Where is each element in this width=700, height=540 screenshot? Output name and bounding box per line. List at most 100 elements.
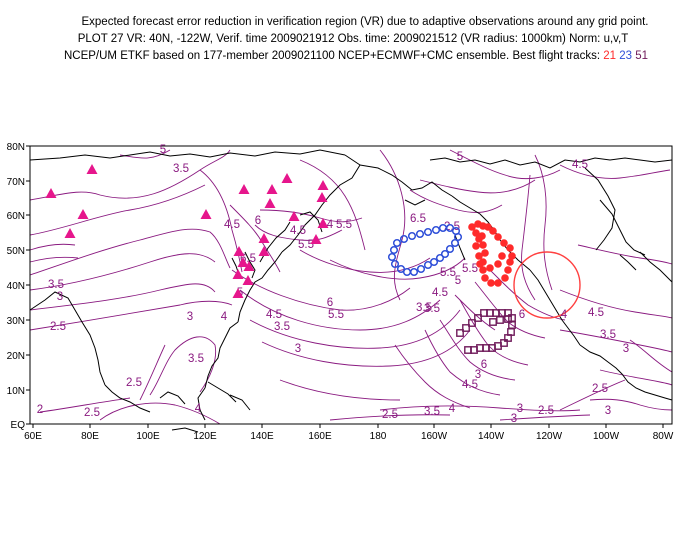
track-51-point [474, 314, 482, 322]
track-23-point [399, 234, 409, 244]
contour-label: 4 [221, 311, 228, 323]
track-21-point [486, 264, 494, 272]
track-21-point [481, 249, 489, 257]
track-51-point [496, 316, 504, 324]
track-21-point [476, 260, 484, 268]
contour-label: 4 [195, 403, 202, 415]
track-23-point [435, 253, 445, 263]
title-line-2: PLOT 27 VR: 40N, -122W, Verif. time 2009… [77, 33, 629, 45]
flight-tracks [387, 220, 516, 354]
track-21-point [494, 260, 502, 268]
contour-label: 5.5 [298, 239, 314, 251]
observation-triangle [281, 173, 293, 183]
contour-label: 3 [57, 291, 63, 303]
track-23-point [396, 264, 406, 274]
contour-label: 4.5 [224, 219, 240, 231]
track-23-point [440, 249, 450, 259]
contour-label: 2.5 [592, 383, 608, 395]
contour-label: 3.5 [424, 406, 440, 418]
lon-tick-label: 160W [421, 431, 448, 442]
contour-label: 4.5 [266, 309, 282, 321]
contour-label: 6 [327, 297, 333, 309]
observation-triangle [258, 233, 270, 243]
contour-label: 4 [327, 219, 334, 231]
track-21-point [506, 258, 514, 266]
contour-label: 5.5 [440, 267, 456, 279]
track-23-point [423, 260, 433, 270]
track-51-point [464, 346, 472, 354]
contour-label: 3 [605, 405, 611, 417]
lon-tick-label: 60E [24, 431, 42, 442]
contour-label: 6 [481, 359, 487, 371]
contour-label: 3 [475, 369, 481, 381]
track-23-point [389, 245, 399, 255]
observation-triangle [288, 211, 300, 221]
contour-label: 3.5 [188, 353, 204, 365]
contour-label: 3.5 [274, 321, 290, 333]
lon-tick-label: 140E [250, 431, 274, 442]
track-23-point [387, 252, 397, 262]
contour-lines [29, 149, 673, 425]
observation-triangle [317, 218, 329, 228]
contour-label: 2.5 [84, 407, 100, 419]
track-23-point [416, 264, 426, 274]
track-21-point [498, 252, 506, 260]
track-23-point [392, 238, 402, 248]
track-51-point [504, 334, 512, 342]
track-23-point [431, 225, 441, 235]
observation-triangle [232, 288, 244, 298]
lat-tick-label: 60N [7, 211, 25, 222]
track-21-point [468, 223, 476, 231]
contour-label: 5 [160, 144, 166, 156]
observation-triangle [266, 184, 278, 194]
contour-label: 5.5 [462, 263, 478, 275]
track-23-point [407, 231, 417, 241]
observation-triangle [233, 246, 245, 256]
track-21-point [487, 279, 495, 287]
lon-tick-label: 80E [81, 431, 99, 442]
lon-tick-label: 140W [478, 431, 505, 442]
track-51-point [468, 319, 476, 327]
observation-triangle [242, 275, 254, 285]
contour-label: 2.5 [50, 321, 66, 333]
observation-triangle [316, 192, 328, 202]
track-51-point [489, 318, 497, 326]
lon-tick-label: 180 [370, 431, 387, 442]
observation-triangle [310, 234, 322, 244]
contour-label: 4.5 [588, 307, 604, 319]
lat-tick-label: 20N [7, 351, 25, 362]
track-21-point [472, 242, 480, 250]
track-23-point [445, 244, 455, 254]
track-21-label: 21 [603, 50, 617, 62]
lat-tick-label: 50N [7, 246, 25, 257]
contour-label: 6 [519, 309, 525, 321]
lon-tick-label: 160E [308, 431, 332, 442]
contour-label: 2.5 [538, 405, 554, 417]
observation-triangle [237, 257, 249, 267]
contour-label: 3 [187, 311, 193, 323]
contour-label: 3 [295, 343, 301, 355]
contour-labels: 3.554.566.55.54.545.56.53.532.533.553.54… [37, 144, 629, 425]
contour-label: 6 [255, 215, 261, 227]
observation-triangle [264, 198, 276, 208]
observation-triangle [258, 246, 270, 256]
contour-label: 5 [457, 151, 463, 163]
contour-label: 5.5 [328, 309, 344, 321]
contour-label: 4 [561, 309, 568, 321]
lat-tick-label: 40N [7, 281, 25, 292]
track-21-point [479, 241, 487, 249]
track-23-point [423, 227, 433, 237]
lat-tick-label: 10N [7, 386, 25, 397]
track-21-point [500, 239, 508, 247]
track-21-point [508, 252, 516, 260]
track-21-point [472, 229, 480, 237]
lat-tick-label: EQ [11, 420, 26, 431]
contour-label: 3.5 [48, 279, 64, 291]
contour-label: 2.5 [382, 409, 398, 421]
contour-label: 3 [511, 413, 517, 425]
lon-tick-label: 120E [193, 431, 217, 442]
observation-triangles [45, 164, 329, 298]
map-axes: 60E 80E 100E 120E 140E 160E 180 160W 140W 120W 100… [7, 142, 674, 442]
contour-label: 4 [449, 403, 456, 415]
